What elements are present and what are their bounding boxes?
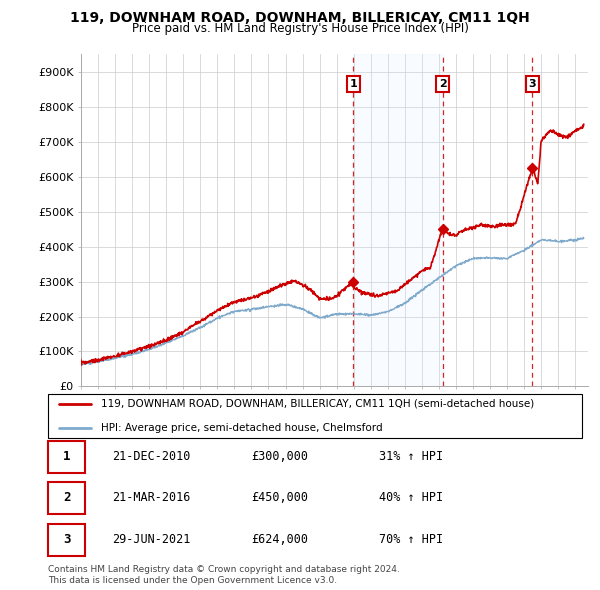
- Text: Price paid vs. HM Land Registry's House Price Index (HPI): Price paid vs. HM Land Registry's House …: [131, 22, 469, 35]
- Text: 21-DEC-2010: 21-DEC-2010: [112, 450, 190, 463]
- Text: 119, DOWNHAM ROAD, DOWNHAM, BILLERICAY, CM11 1QH: 119, DOWNHAM ROAD, DOWNHAM, BILLERICAY, …: [70, 11, 530, 25]
- Text: 3: 3: [529, 79, 536, 89]
- Text: 21-MAR-2016: 21-MAR-2016: [112, 491, 190, 504]
- Text: 3: 3: [63, 533, 70, 546]
- Bar: [353, 54, 443, 386]
- Text: 2: 2: [63, 491, 70, 504]
- FancyBboxPatch shape: [48, 394, 582, 438]
- FancyBboxPatch shape: [48, 482, 85, 514]
- FancyBboxPatch shape: [48, 523, 85, 556]
- Text: 1: 1: [63, 450, 70, 463]
- Text: 1: 1: [349, 79, 357, 89]
- Text: 119, DOWNHAM ROAD, DOWNHAM, BILLERICAY, CM11 1QH (semi-detached house): 119, DOWNHAM ROAD, DOWNHAM, BILLERICAY, …: [101, 399, 535, 409]
- Text: This data is licensed under the Open Government Licence v3.0.: This data is licensed under the Open Gov…: [48, 576, 337, 585]
- Text: HPI: Average price, semi-detached house, Chelmsford: HPI: Average price, semi-detached house,…: [101, 422, 383, 432]
- Text: 40% ↑ HPI: 40% ↑ HPI: [379, 491, 443, 504]
- Text: £624,000: £624,000: [251, 533, 308, 546]
- Text: 29-JUN-2021: 29-JUN-2021: [112, 533, 190, 546]
- Text: 31% ↑ HPI: 31% ↑ HPI: [379, 450, 443, 463]
- Text: Contains HM Land Registry data © Crown copyright and database right 2024.: Contains HM Land Registry data © Crown c…: [48, 565, 400, 574]
- Text: 2: 2: [439, 79, 446, 89]
- Text: 70% ↑ HPI: 70% ↑ HPI: [379, 533, 443, 546]
- Text: £450,000: £450,000: [251, 491, 308, 504]
- Text: £300,000: £300,000: [251, 450, 308, 463]
- FancyBboxPatch shape: [48, 441, 85, 473]
